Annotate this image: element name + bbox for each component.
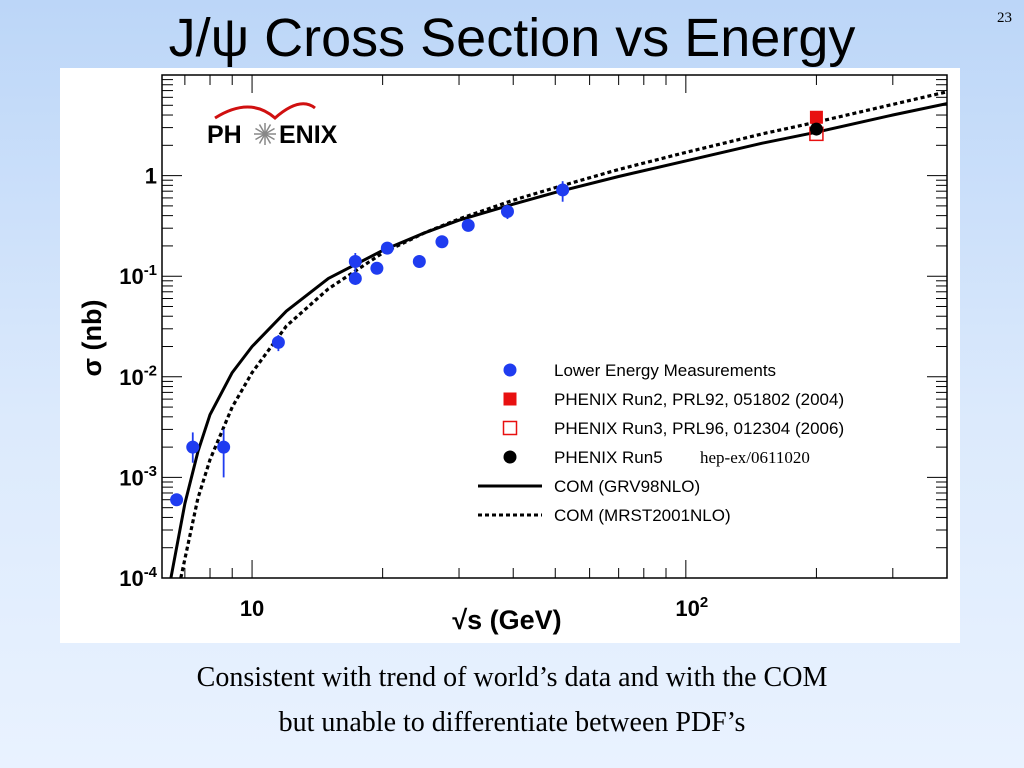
y-tick-label: 10-1 [119, 262, 157, 289]
y-axis-label: σ (nb) [77, 300, 107, 377]
data-point [412, 254, 426, 268]
logo-arc [214, 102, 316, 120]
data-point [380, 241, 394, 255]
data-point [435, 235, 449, 249]
legend-label: Lower Energy Measurements [554, 361, 776, 380]
data-point [186, 440, 200, 454]
logo-sunburst-icon [254, 123, 276, 145]
sunburst-ray [264, 133, 275, 141]
cross-section-chart: PH ENIX 110-110-210-310-410 102 √s (GeV) … [77, 74, 948, 635]
caption-line-2: but unable to differentiate between PDF’… [278, 707, 746, 738]
data-point [809, 110, 823, 124]
data-point [170, 493, 184, 507]
legend-marker [503, 392, 517, 406]
data-points [170, 110, 824, 507]
data-point [217, 440, 231, 454]
data-point [500, 204, 514, 218]
legend-label: COM (MRST2001NLO) [554, 506, 731, 525]
caption-line-1: Consistent with trend of world’s data an… [196, 662, 828, 693]
legend-label: PHENIX Run2, PRL92, 051802 (2004) [554, 390, 844, 409]
data-point [809, 122, 823, 136]
y-tick-label: 10-4 [119, 564, 157, 591]
legend-marker [503, 450, 517, 464]
sunburst-ray [258, 133, 266, 144]
data-point [556, 183, 570, 197]
data-point [461, 218, 475, 232]
slide-number: 23 [997, 10, 1012, 26]
logo-text-left: PH [207, 121, 242, 149]
data-point [370, 261, 384, 275]
x-tick-label: 102 [675, 594, 708, 621]
tick-labels: 1 10-1 10-2 10-3 10-4 10 102 [119, 164, 708, 621]
legend-marker [502, 420, 518, 436]
data-point [348, 271, 362, 285]
sunburst-ray [255, 127, 266, 135]
y-tick-label: 10-3 [119, 463, 157, 490]
plot-panel: PH ENIX 1 10-1 10-2 10-3 10-4 10 102 √s (GeV) … [60, 68, 960, 643]
logo-text-right: ENIX [279, 121, 338, 149]
x-tick-label: 10 [240, 596, 264, 621]
sunburst-ray [255, 133, 266, 141]
phenix-logo: PH ENIX [207, 102, 338, 149]
legend-marker [503, 363, 517, 377]
legend-label: PHENIX Run3, PRL96, 012304 (2006) [554, 419, 844, 438]
axis-ticks [162, 75, 948, 579]
y-tick-label: 1 [145, 164, 157, 189]
y-tick-label: 10-2 [119, 363, 157, 390]
data-point [348, 254, 362, 268]
sunburst-ray [258, 124, 266, 135]
theory-curves [169, 90, 947, 578]
legend: Lower Energy Measurements PHENIX Run2, PR… [478, 361, 844, 525]
legend-label: COM (GRV98NLO) [554, 477, 700, 496]
sunburst-ray [264, 127, 275, 135]
slide-title: J/ψ Cross Section vs Energy [168, 8, 856, 68]
legend-label: PHENIX Run5 [554, 448, 663, 467]
x-axis-label: √s (GeV) [452, 605, 561, 635]
sunburst-ray [264, 133, 272, 144]
mrst2001nlo-curve [179, 90, 947, 578]
plot-frame [161, 74, 948, 579]
data-point [271, 335, 285, 349]
sunburst-ray [264, 124, 272, 135]
legend-label-suffix: hep-ex/0611020 [700, 448, 810, 467]
